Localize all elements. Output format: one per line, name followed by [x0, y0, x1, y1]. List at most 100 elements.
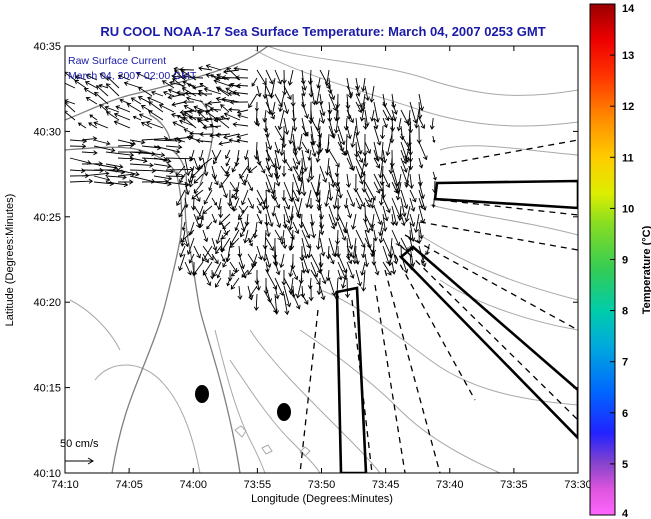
y-tick-label: 40:15: [33, 383, 61, 395]
current-vector: [265, 269, 278, 290]
current-vector: [364, 85, 370, 102]
current-vector: [183, 116, 197, 129]
current-vector: [105, 83, 120, 97]
current-vector: [184, 197, 189, 209]
current-vector: [283, 285, 292, 308]
y-tick-label: 40:30: [33, 126, 61, 138]
current-vector: [297, 133, 303, 152]
current-vector: [215, 117, 230, 129]
current-vector: [390, 117, 396, 132]
current-vector: [256, 85, 262, 98]
current-vector: [378, 157, 384, 179]
current-vector: [324, 141, 330, 154]
current-vector: [179, 119, 195, 127]
current-vector: [370, 109, 375, 122]
current-vector: [274, 261, 281, 276]
current-vector: [355, 101, 363, 114]
current-vector: [106, 76, 120, 89]
current-vector: [301, 77, 307, 91]
current-vector: [400, 189, 409, 210]
contour-line: [439, 279, 578, 331]
outline-south: [335, 286, 368, 473]
current-vector: [298, 213, 304, 229]
current-vector: [274, 229, 282, 241]
y-axis: 40:10 40:15 40:20 40:25 40:30 40:35: [33, 41, 578, 480]
current-vector: [274, 213, 282, 229]
current-vector: [315, 181, 321, 197]
current-vector: [270, 101, 276, 116]
current-vector: [382, 117, 388, 129]
current-vector: [281, 166, 287, 178]
current-vector: [400, 197, 407, 218]
current-vector: [310, 261, 319, 278]
current-vector: [256, 245, 263, 261]
range-cell-outlines: [335, 179, 578, 473]
current-vector: [193, 189, 201, 203]
current-vector: [77, 122, 87, 129]
current-vector: [185, 96, 204, 103]
contour-line: [319, 289, 578, 406]
current-vector: [274, 285, 280, 300]
current-vector: [378, 189, 384, 206]
current-vector: [327, 77, 333, 95]
current-vector: [95, 85, 109, 97]
current-vector: [355, 197, 362, 210]
current-vector: [301, 125, 309, 137]
current-vector: [210, 269, 215, 280]
current-vector: [221, 96, 240, 103]
radial-line: [439, 139, 578, 166]
current-vector: [188, 173, 195, 188]
contour-line: [214, 329, 266, 473]
current-vector: [208, 181, 213, 192]
current-vector: [183, 128, 195, 135]
current-vector: [319, 269, 327, 285]
current-vector: [288, 205, 295, 221]
x-tick-label: 73:50: [308, 479, 336, 491]
current-vector: [215, 245, 222, 255]
current-vector: [355, 133, 363, 155]
current-vector: [382, 101, 394, 122]
current-vector: [391, 229, 401, 247]
current-vector: [176, 189, 186, 207]
current-vector: [236, 83, 249, 88]
current-vector: [225, 149, 231, 160]
current-vector: [220, 181, 228, 199]
current-vector: [193, 173, 204, 184]
current-vector: [197, 91, 213, 97]
current-vector: [223, 133, 240, 140]
current-vector: [188, 253, 195, 264]
current-vector: [382, 197, 391, 214]
current-vector: [408, 173, 414, 190]
current-vector: [382, 109, 390, 122]
current-vector: [324, 189, 330, 208]
current-vector: [183, 104, 197, 113]
current-vector: [216, 269, 222, 279]
current-vector: [319, 101, 326, 117]
current-vector: [113, 112, 131, 121]
y-axis-label: Latitude (Degrees:Minutes): [4, 194, 16, 327]
current-vector: [288, 125, 294, 145]
current-vector: [308, 198, 314, 210]
current-vector: [324, 69, 330, 87]
current-vector: [301, 141, 310, 154]
current-vector: [382, 213, 388, 232]
current-vector: [105, 174, 127, 180]
current-vector: [99, 104, 109, 113]
current-vector: [292, 221, 300, 235]
current-vector: [216, 87, 230, 97]
current-vector: [212, 149, 222, 165]
current-vector: [281, 269, 287, 286]
station-marker: [277, 403, 291, 421]
current-vector: [346, 261, 355, 279]
current-vector: [216, 73, 230, 81]
current-vector: [176, 114, 186, 121]
coast-creek: [149, 114, 171, 141]
current-vector: [234, 221, 240, 232]
current-vector: [193, 213, 201, 229]
current-vector: [371, 237, 377, 255]
contour-line: [69, 299, 121, 351]
current-vector: [218, 205, 224, 219]
current-vector: [388, 157, 394, 175]
current-vector: [253, 293, 259, 312]
current-vector: [105, 111, 120, 121]
